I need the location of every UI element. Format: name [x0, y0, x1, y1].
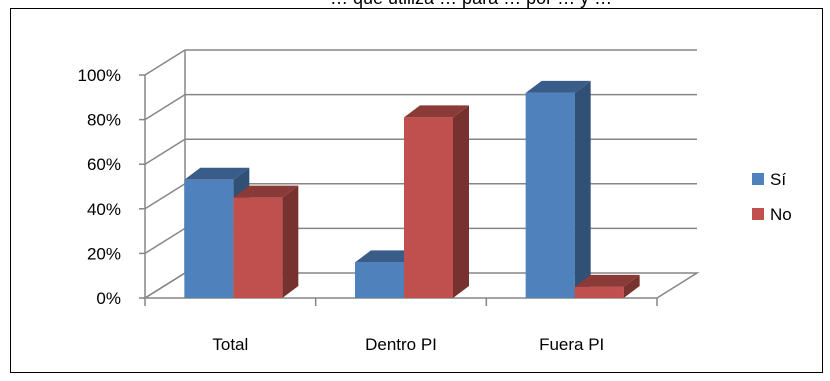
y-tick-label: 20%	[87, 244, 121, 263]
bar-No-Dentro PI	[404, 117, 453, 299]
tick-labels: 0% 20% 40% 60% 80% 100% Total Dentro PI Fuera PI	[78, 66, 605, 354]
bar-side-Sí-Fuera PI	[574, 80, 591, 298]
chart-frame	[10, 8, 823, 373]
bar-No-Fuera PI	[574, 286, 624, 298]
y-tick-label: 80%	[87, 111, 121, 130]
bar-top-Sí-Fuera PI	[525, 80, 591, 93]
legend-label-Sí: Sí	[770, 170, 786, 189]
bar-top-Sí-Total	[184, 167, 250, 180]
bar-top-No-Dentro PI	[404, 105, 469, 118]
gridline-side	[144, 49, 186, 76]
bar-side-No-Total	[282, 185, 299, 298]
bar-top-No-Total	[233, 185, 299, 198]
legend-label-No: No	[770, 205, 792, 224]
bar-No-Total	[233, 197, 283, 298]
y-tick-label: 0%	[96, 289, 121, 308]
axes	[139, 50, 700, 306]
legend-swatch-No	[752, 208, 764, 220]
y-tick-label: 60%	[87, 155, 121, 174]
gridline-side	[144, 183, 186, 210]
x-tick-label: Dentro PI	[365, 335, 437, 354]
bar-top-Sí-Dentro PI	[355, 250, 420, 263]
bar-top-No-Fuera PI	[574, 274, 640, 287]
bar-Sí-Fuera PI	[525, 92, 575, 298]
y-tick-label: 100%	[78, 66, 121, 85]
x-tick-label: Total	[212, 335, 248, 354]
bar-side-No-Fuera PI	[623, 274, 640, 298]
gridline-side	[144, 93, 186, 121]
x-tick-label: Fuera PI	[539, 335, 604, 354]
bar-side-No-Dentro PI	[453, 105, 469, 299]
legend: Sí No	[752, 170, 792, 224]
gridline-side	[144, 138, 186, 165]
chart-title-clipped: … que utiliza … para … por … y …	[0, 0, 830, 8]
legend-swatch-Sí	[752, 173, 764, 185]
bar-Sí-Dentro PI	[355, 262, 404, 298]
gridline-side	[144, 227, 186, 255]
chart-title: … que utiliza … para … por … y …	[330, 0, 612, 8]
bar-Sí-Total	[184, 179, 234, 298]
bars	[184, 80, 640, 299]
y-tick-label: 40%	[87, 200, 121, 219]
